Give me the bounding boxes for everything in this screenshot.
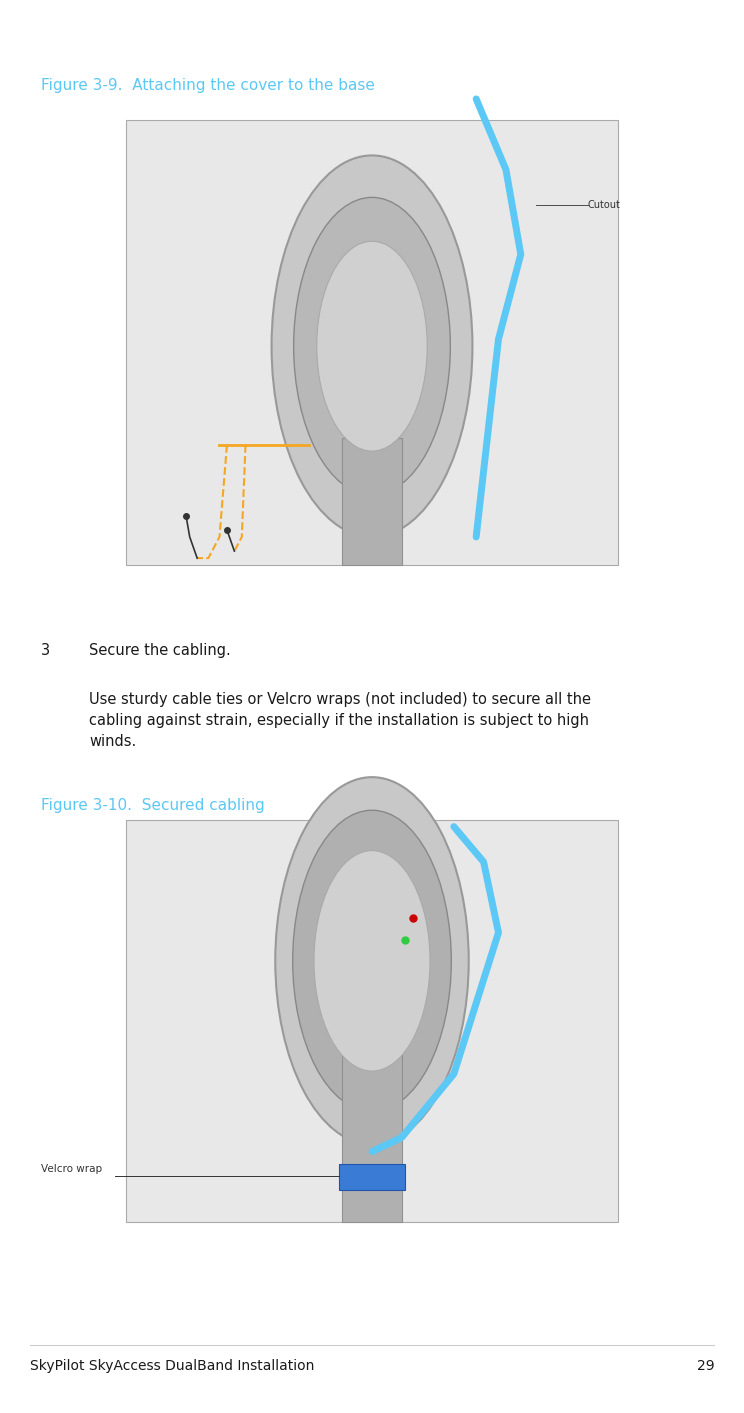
Text: SkyPilot SkyAccess DualBand Installation: SkyPilot SkyAccess DualBand Installation — [30, 1359, 314, 1373]
FancyBboxPatch shape — [126, 820, 618, 1222]
Text: Use sturdy cable ties or Velcro wraps (not included) to secure all the
cabling a: Use sturdy cable ties or Velcro wraps (n… — [89, 692, 591, 749]
FancyBboxPatch shape — [342, 1053, 402, 1222]
Circle shape — [317, 242, 427, 451]
Text: Figure 3-10.  Secured cabling: Figure 3-10. Secured cabling — [41, 798, 265, 814]
Circle shape — [272, 155, 472, 537]
Circle shape — [314, 851, 430, 1071]
Text: Cutout: Cutout — [588, 199, 620, 211]
Circle shape — [292, 810, 452, 1112]
FancyBboxPatch shape — [339, 1164, 405, 1190]
Text: 3: 3 — [41, 643, 50, 658]
Text: Secure the cabling.: Secure the cabling. — [89, 643, 231, 658]
FancyBboxPatch shape — [126, 120, 618, 565]
Text: 29: 29 — [696, 1359, 714, 1373]
Circle shape — [294, 198, 450, 495]
Text: Figure 3-9.  Attaching the cover to the base: Figure 3-9. Attaching the cover to the b… — [41, 78, 375, 93]
Circle shape — [275, 777, 469, 1145]
FancyBboxPatch shape — [342, 438, 402, 565]
Text: Velcro wrap: Velcro wrap — [41, 1163, 102, 1174]
